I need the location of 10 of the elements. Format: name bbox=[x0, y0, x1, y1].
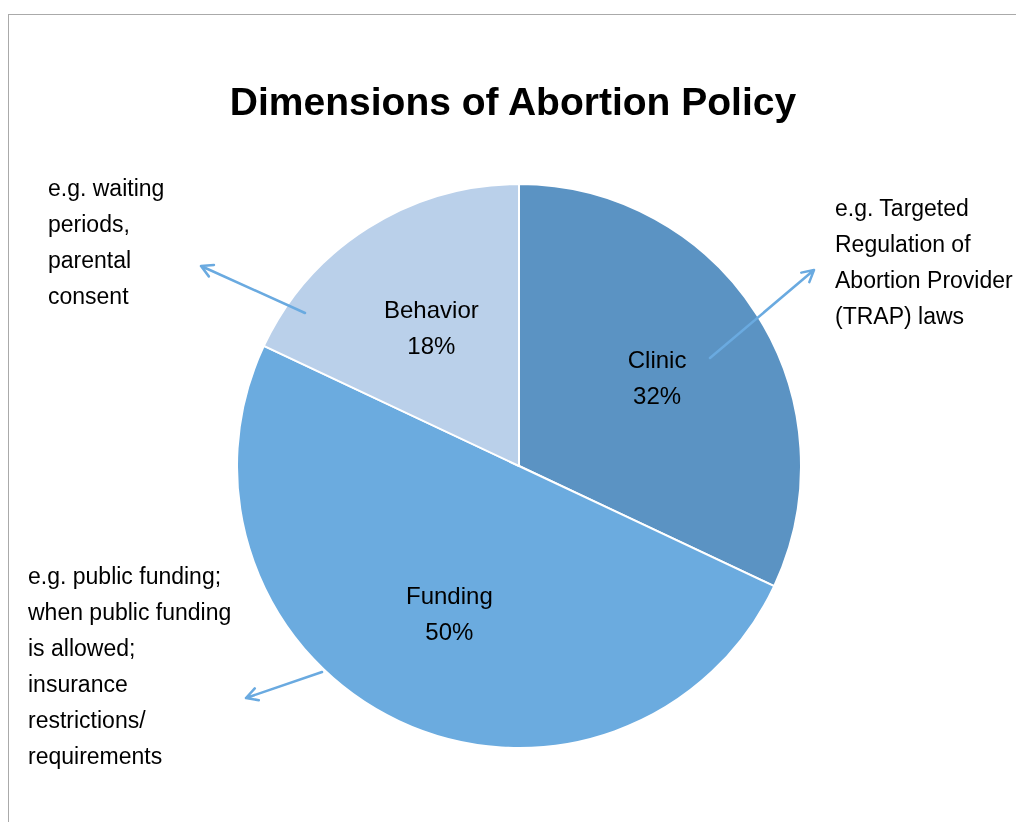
data-label: 32% bbox=[633, 381, 682, 409]
text: e.g. waiting periods, parental consent bbox=[48, 174, 166, 311]
slice-label: Clinic bbox=[627, 345, 687, 373]
chart-title: Dimensions of Abortion Policy bbox=[228, 80, 798, 124]
data-label: 18% bbox=[407, 331, 456, 359]
data-label: 50% bbox=[425, 617, 474, 645]
slice-label: Funding bbox=[405, 581, 493, 609]
text: e.g. public funding; when public funding is allowed; insurance restrictions/ requirements bbox=[28, 562, 233, 771]
slice-label: Behavior bbox=[383, 295, 479, 323]
text: e.g. Targeted Regulation of Abortion Provider (TRAP) laws bbox=[835, 194, 1014, 331]
